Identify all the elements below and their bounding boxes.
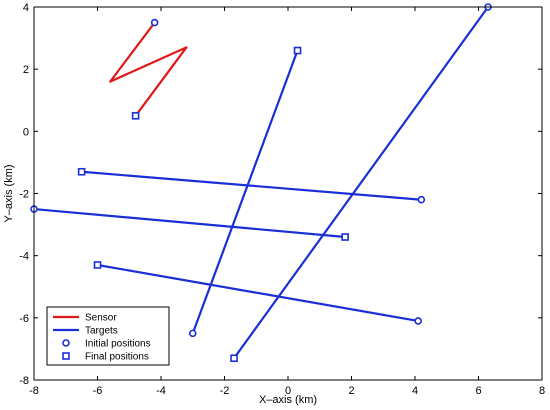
x-tick-label: 2 <box>348 385 354 397</box>
y-tick-label: 2 <box>23 64 29 76</box>
legend-label: Targets <box>85 326 118 337</box>
final-position-marker <box>131 111 140 120</box>
legend-square-swatch <box>62 352 70 360</box>
legend-circle-swatch <box>62 339 70 347</box>
legend: Sensor Targets Initial positions Final posi… <box>46 306 170 366</box>
final-position-marker <box>93 261 102 269</box>
x-tick-label: -8 <box>29 385 39 397</box>
target-trajectory <box>96 263 420 323</box>
y-tick-label: -2 <box>19 189 29 201</box>
final-position-marker <box>293 46 302 55</box>
x-tick-label: 0 <box>285 385 291 397</box>
y-axis-label: Y–axis (km) <box>3 164 15 222</box>
target-trajectory <box>80 170 423 201</box>
final-position-marker <box>230 354 238 363</box>
final-position-marker <box>341 233 349 241</box>
y-tick-label: 0 <box>23 126 29 138</box>
target-trajectory <box>32 207 347 239</box>
y-tick-label: -4 <box>19 251 29 263</box>
x-tick-label: -2 <box>220 385 230 397</box>
initial-position-marker <box>150 18 159 27</box>
x-tick-label: 6 <box>475 385 481 397</box>
y-tick-label: -6 <box>19 313 29 325</box>
x-tick-label: -4 <box>156 385 166 397</box>
legend-label: Final positions <box>85 352 149 363</box>
target-trajectory <box>191 49 299 335</box>
legend-label: Sensor <box>85 313 117 324</box>
x-tick-label: -6 <box>93 385 103 397</box>
target-trajectory <box>232 5 490 360</box>
initial-position-marker <box>188 329 197 338</box>
x-tick-label: 4 <box>412 385 418 397</box>
axes: -8 -6 -4 -2 0 2 4 6 8 -8 -6 -4 -2 0 2 4 <box>19 2 545 397</box>
legend-label: Initial positions <box>85 339 151 350</box>
final-position-marker <box>77 167 86 176</box>
y-tick-label: -8 <box>19 375 29 387</box>
initial-position-marker <box>417 195 426 204</box>
x-tick-label: 8 <box>539 385 545 397</box>
y-tick-label: 4 <box>23 2 29 14</box>
x-axis-label: X–axis (km) <box>259 394 317 406</box>
initial-position-marker <box>414 317 422 325</box>
sensor-trajectory <box>109 21 188 117</box>
